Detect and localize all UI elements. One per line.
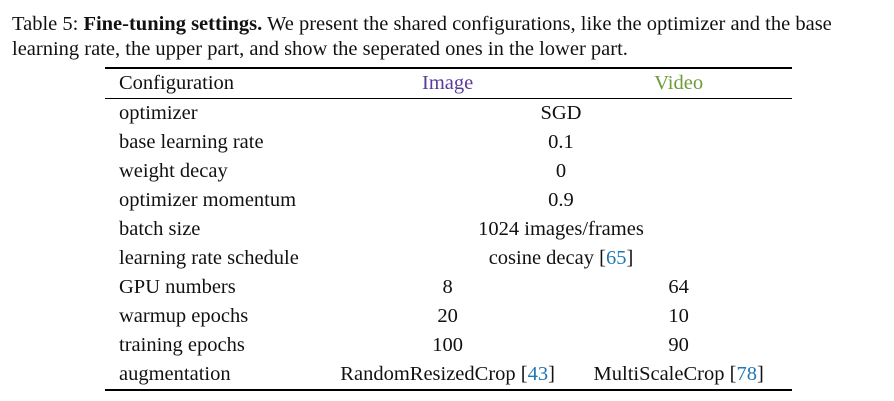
citation-link[interactable]: 43 xyxy=(527,363,549,385)
shared-value-cell: SGD xyxy=(330,99,792,129)
image-value-cell: 100 xyxy=(330,331,565,360)
config-name: training epochs xyxy=(119,334,245,356)
shared-value-cell: 0.1 xyxy=(330,128,792,157)
config-name: augmentation xyxy=(119,363,231,385)
shared-value: 0 xyxy=(555,160,567,182)
config-name: GPU numbers xyxy=(119,276,236,298)
settings-table: Configuration Image Video optimizer SGD ba… xyxy=(105,67,792,391)
header-video: Video xyxy=(654,72,704,94)
shared-value: 0.9 xyxy=(548,189,574,211)
caption-label: Table 5: xyxy=(12,13,79,35)
config-name: batch size xyxy=(119,218,201,240)
video-value-cell: 64 xyxy=(565,273,792,302)
video-value: 64 xyxy=(668,276,689,298)
header-configuration: Configuration xyxy=(119,72,235,94)
shared-value-cell: 0 xyxy=(330,157,792,186)
config-name: base learning rate xyxy=(119,131,264,153)
table-header-row: Configuration Image Video xyxy=(105,68,792,99)
shared-value: cosine decay xyxy=(488,247,594,269)
image-value-cell: 20 xyxy=(330,302,565,331)
image-value: 20 xyxy=(437,305,458,327)
video-value: 90 xyxy=(668,334,689,356)
citation[interactable]: [78] xyxy=(729,363,764,385)
caption-title: Fine-tuning settings. xyxy=(83,13,263,35)
shared-value: 1024 images/frames xyxy=(478,218,644,240)
caption-text: We present the shared configurations, li… xyxy=(12,13,832,60)
video-value-cell: 10 xyxy=(565,302,792,331)
table-row: optimizer SGD xyxy=(105,99,792,129)
shared-value: SGD xyxy=(540,102,582,124)
table-row: training epochs 100 90 xyxy=(105,331,792,360)
image-value: 8 xyxy=(442,276,453,298)
video-value-cell: MultiScaleCrop [78] xyxy=(565,360,792,390)
table-row: base learning rate 0.1 xyxy=(105,128,792,157)
config-name: weight decay xyxy=(119,160,228,182)
video-value-cell: 90 xyxy=(565,331,792,360)
shared-value-cell: cosine decay [65] xyxy=(330,244,792,273)
citation[interactable]: [43] xyxy=(520,363,555,385)
shared-value: 0.1 xyxy=(548,131,574,153)
image-value-cell: 8 xyxy=(330,273,565,302)
config-name: warmup epochs xyxy=(119,305,249,327)
config-name: learning rate schedule xyxy=(119,247,299,269)
table-row: optimizer momentum 0.9 xyxy=(105,186,792,215)
table-row: augmentation RandomResizedCrop [43] MultiS… xyxy=(105,360,792,390)
video-value: 10 xyxy=(668,305,689,327)
table-row: weight decay 0 xyxy=(105,157,792,186)
config-name: optimizer momentum xyxy=(119,189,297,211)
table-row: batch size 1024 images/frames xyxy=(105,215,792,244)
image-value: 100 xyxy=(432,334,463,356)
image-value: RandomResizedCrop xyxy=(340,363,516,385)
config-name: optimizer xyxy=(119,102,198,124)
shared-value-cell: 0.9 xyxy=(330,186,792,215)
header-image: Image xyxy=(422,72,474,94)
image-value-cell: RandomResizedCrop [43] xyxy=(330,360,565,390)
citation[interactable]: [65] xyxy=(599,247,634,269)
video-value: MultiScaleCrop xyxy=(593,363,725,385)
table-body: optimizer SGD base learning rate 0.1 weight … xyxy=(105,99,792,390)
table-row: learning rate schedule cosine decay [65] xyxy=(105,244,792,273)
citation-link[interactable]: 78 xyxy=(736,363,757,385)
citation-link[interactable]: 65 xyxy=(605,247,627,269)
table-row: GPU numbers 8 64 xyxy=(105,273,792,302)
table-row: warmup epochs 20 10 xyxy=(105,302,792,331)
table-caption: Table 5: Fine-tuning settings. We presen… xyxy=(12,12,888,62)
shared-value-cell: 1024 images/frames xyxy=(330,215,792,244)
